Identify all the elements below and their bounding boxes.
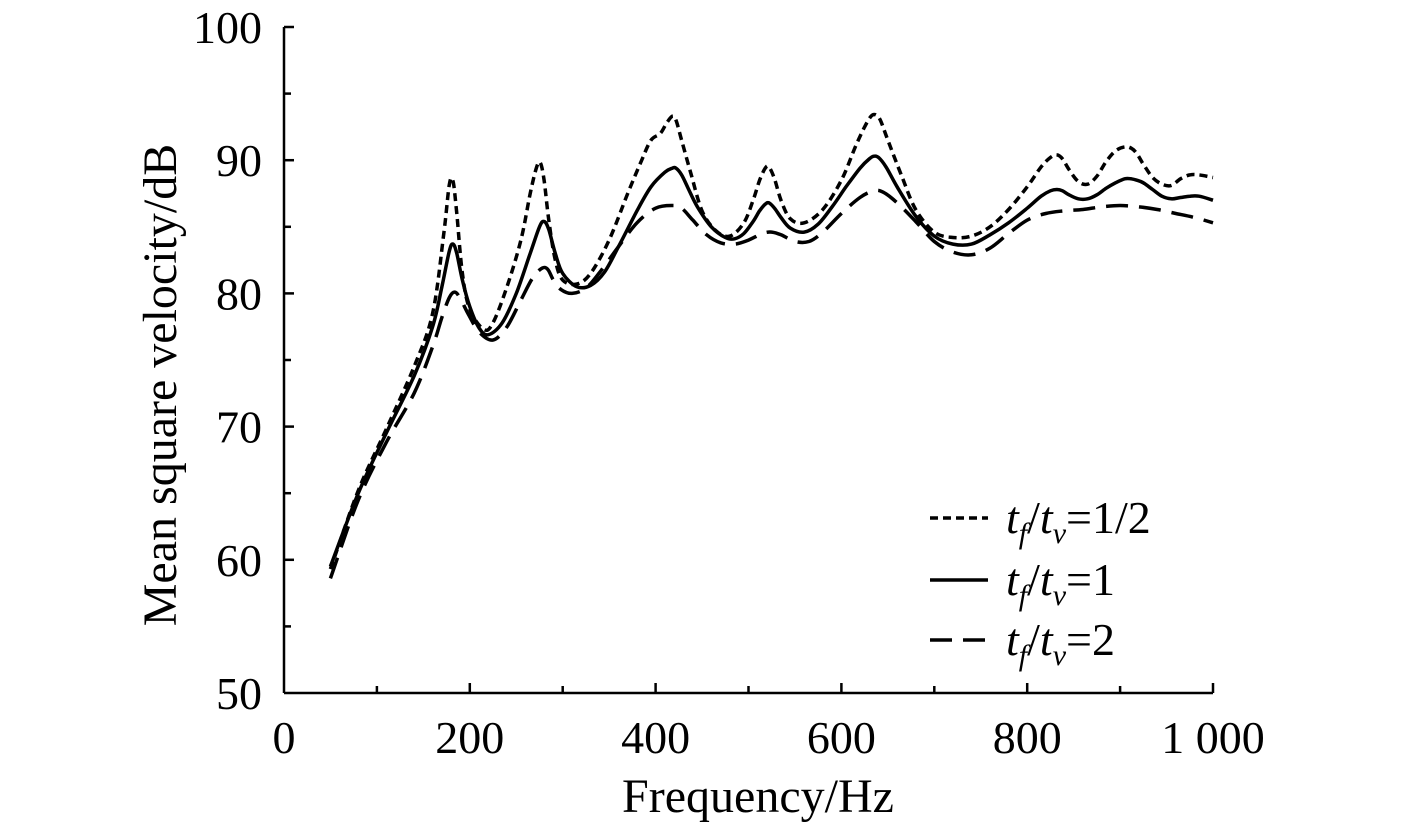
x-tick-label: 800: [993, 712, 1062, 763]
legend-label: tf/tv=2: [1006, 614, 1115, 672]
y-tick-label: 50: [216, 668, 262, 719]
y-tick-label: 100: [193, 2, 262, 53]
x-tick-label: 600: [807, 712, 876, 763]
x-tick-label: 400: [621, 712, 690, 763]
y-ticks: 50 60 70 80 90 100: [193, 2, 294, 719]
x-ticks: 0 200 400 600 800 1 000: [273, 683, 1265, 763]
legend-label: tf/tv=1/2: [1006, 492, 1151, 550]
series-line-solid: [328, 154, 1214, 568]
x-tick-label: 0: [273, 712, 296, 763]
x-axis-title: Frequency/Hz: [622, 770, 894, 823]
y-tick-label: 90: [216, 135, 262, 186]
y-tick-label: 70: [216, 402, 262, 453]
series-line-dashed: [328, 188, 1214, 579]
legend-label: tf/tv=1: [1006, 554, 1115, 612]
legend: tf/tv=1/2tf/tv=1tf/tv=2: [930, 492, 1151, 672]
y-tick-label: 60: [216, 535, 262, 586]
y-tick-label: 80: [216, 268, 262, 319]
y-axis-title: Mean square velocity/dB: [134, 144, 187, 627]
x-tick-label: 1 000: [1161, 712, 1265, 763]
series-layer: [328, 112, 1214, 579]
series-line-dotted: [328, 112, 1214, 570]
x-tick-label: 200: [435, 712, 504, 763]
